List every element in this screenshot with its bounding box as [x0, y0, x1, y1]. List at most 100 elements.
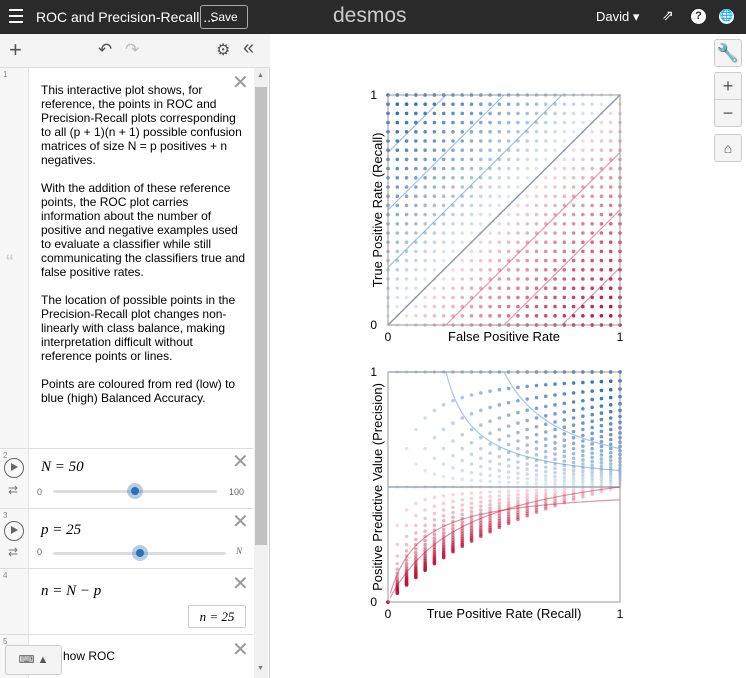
point	[599, 222, 604, 226]
point	[488, 111, 492, 116]
share-button[interactable]: ⇗	[662, 7, 674, 23]
point	[497, 166, 502, 171]
wrench-button[interactable]: 🔧	[714, 39, 742, 67]
point	[608, 157, 613, 162]
point	[460, 240, 465, 244]
point	[479, 508, 483, 512]
language-button[interactable]: 🌐	[719, 9, 734, 24]
point	[441, 111, 446, 116]
point	[404, 249, 409, 254]
slider-item[interactable]: 2 ⇄ ✕ N = 50 0 100	[0, 449, 253, 509]
undo-button[interactable]: ↶	[98, 40, 113, 59]
point	[404, 277, 409, 281]
delete-button[interactable]: ✕	[232, 639, 249, 661]
scrollbar[interactable]: ▲ ▼	[254, 68, 268, 678]
point	[562, 295, 567, 300]
slider-item[interactable]: 3 ⇄ ✕ p = 25 0 N	[0, 509, 253, 569]
point	[395, 148, 400, 152]
point	[414, 550, 418, 555]
point	[423, 508, 427, 512]
point	[395, 577, 400, 581]
point	[525, 427, 529, 432]
expression-list: 1 “ ✕ This interactive plot shows, for re…	[0, 68, 270, 678]
point	[534, 395, 539, 400]
point	[543, 304, 548, 309]
point	[553, 462, 557, 466]
point	[423, 568, 427, 573]
index: 4	[3, 571, 8, 580]
point	[599, 120, 604, 125]
point	[534, 130, 539, 134]
slider-thumb[interactable]	[132, 545, 148, 561]
point	[460, 497, 465, 502]
keyboard-button[interactable]: ⌨ ▲	[5, 645, 62, 675]
point	[525, 148, 529, 152]
point	[432, 539, 437, 544]
help-button[interactable]: ?	[691, 9, 706, 24]
home-button[interactable]: ⌂	[714, 134, 742, 162]
point	[599, 487, 604, 492]
add-button[interactable]: +	[9, 37, 22, 62]
point	[497, 454, 502, 459]
point	[414, 249, 418, 254]
collapse-button[interactable]: «	[243, 37, 255, 59]
point	[599, 429, 604, 434]
point	[479, 523, 483, 528]
delete-button[interactable]: ✕	[232, 511, 249, 533]
point	[525, 286, 529, 290]
point	[516, 466, 520, 470]
point	[395, 212, 400, 217]
play-button[interactable]	[4, 458, 24, 478]
point	[590, 240, 594, 244]
expression-item[interactable]: 4 ✕ n = N − p n = 25	[0, 569, 253, 635]
point	[534, 295, 539, 300]
point	[525, 139, 529, 143]
point	[488, 120, 492, 125]
point	[469, 194, 474, 198]
point	[479, 295, 483, 300]
point	[562, 240, 567, 244]
iso-curve	[389, 499, 621, 594]
point	[432, 536, 437, 540]
point	[525, 384, 529, 389]
delete-button[interactable]: ✕	[232, 72, 249, 94]
save-button[interactable]: Save	[200, 5, 248, 29]
point	[581, 286, 585, 290]
point	[395, 194, 400, 198]
user-menu[interactable]: David ▾	[596, 9, 640, 24]
note-item[interactable]: 1 “ ✕ This interactive plot shows, for re…	[0, 68, 253, 449]
point	[590, 389, 594, 393]
point	[414, 547, 418, 551]
point	[543, 394, 548, 399]
point	[451, 492, 455, 497]
delete-button[interactable]: ✕	[232, 573, 249, 595]
point	[608, 176, 613, 180]
settings-button[interactable]: ⚙	[216, 42, 231, 59]
slider-thumb[interactable]	[127, 483, 143, 499]
point	[451, 148, 455, 152]
delete-button[interactable]: ✕	[232, 451, 249, 473]
point	[488, 515, 492, 520]
point	[525, 450, 529, 454]
point	[451, 212, 455, 217]
point	[506, 480, 511, 485]
point	[553, 314, 557, 318]
point	[506, 111, 511, 116]
point	[562, 454, 567, 459]
point	[441, 157, 446, 162]
point	[469, 526, 474, 530]
point	[516, 430, 520, 435]
scrollbar-thumb[interactable]	[255, 87, 267, 545]
play-button[interactable]	[4, 521, 24, 541]
menu-button[interactable]	[9, 9, 23, 23]
zoom-out-button[interactable]: −	[714, 99, 742, 127]
point	[414, 557, 418, 561]
zoom-in-button[interactable]: +	[714, 72, 742, 100]
point	[414, 575, 418, 580]
point	[553, 457, 557, 462]
point	[543, 488, 548, 493]
point	[506, 176, 511, 180]
point	[581, 458, 585, 462]
redo-button[interactable]: ↷	[125, 40, 140, 59]
point	[469, 185, 474, 189]
